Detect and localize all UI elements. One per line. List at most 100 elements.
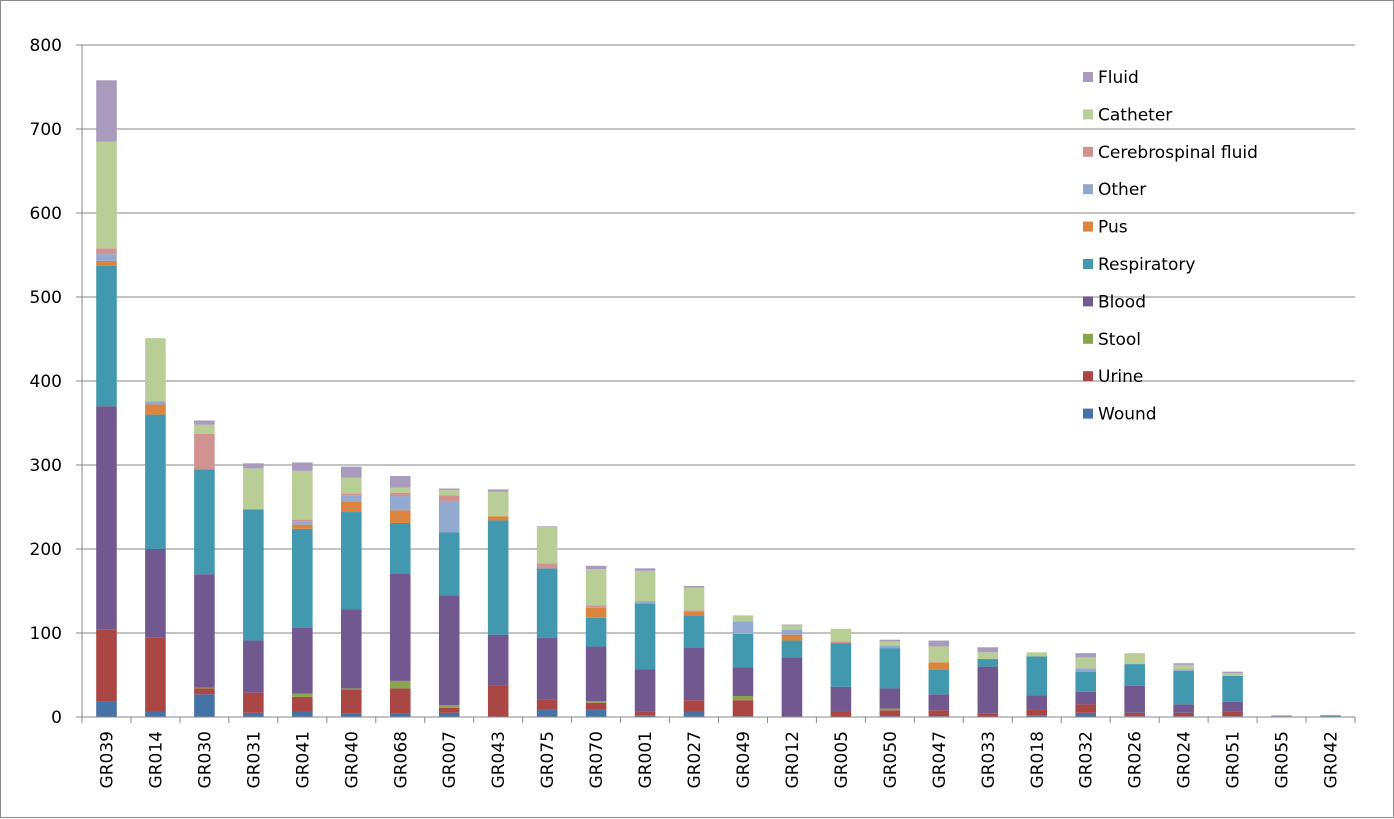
bar-segment [243, 463, 264, 469]
bar-segment [683, 610, 705, 612]
legend-label: Catheter [1098, 105, 1172, 125]
bar-segment [438, 707, 460, 713]
bar-segment [1026, 709, 1048, 716]
x-tick-label: GR043 [489, 731, 509, 788]
bar-segment [1075, 657, 1096, 669]
bar-segment [1173, 670, 1194, 705]
bar-segment [145, 637, 166, 712]
legend: Fluid Catheter Cerebrospinal fluid Other Pus… [1083, 68, 1258, 425]
bar-segment [585, 565, 607, 570]
bar-segment [634, 603, 656, 670]
bar-segment [292, 519, 313, 522]
bar-segment [634, 711, 656, 716]
bar-segment [977, 659, 999, 667]
bar-segment [292, 711, 313, 717]
bar-segment [585, 701, 607, 703]
x-tick-label: GR026 [1126, 731, 1146, 788]
x-tick-label: GR075 [538, 731, 558, 788]
bar-segment [683, 711, 705, 717]
bar-segment [683, 612, 705, 616]
bar-segment [585, 569, 607, 606]
bar-segment [487, 520, 509, 635]
bar-segment [585, 617, 607, 647]
legend-swatch [1083, 146, 1093, 157]
legend-label: Blood [1098, 292, 1146, 312]
bar-segment [928, 710, 950, 717]
bar-segment [1124, 685, 1145, 713]
bar-segment [536, 709, 558, 717]
bar-segment [389, 487, 411, 493]
bar-segment [487, 685, 509, 717]
bar-segment [1075, 704, 1096, 713]
gridlines [82, 44, 1355, 634]
bar-segment [732, 633, 754, 668]
x-tick-label: GR040 [342, 731, 362, 788]
bar-segment [96, 406, 117, 630]
bar-segment [194, 433, 215, 470]
bar-segment [292, 521, 313, 525]
bar-segment [634, 570, 656, 602]
bar-segment [145, 711, 166, 717]
bar-segment [585, 605, 607, 608]
bar-segment [585, 702, 607, 710]
bar-segment [585, 709, 607, 717]
bar-segment [1026, 652, 1048, 657]
bar-segment [634, 669, 656, 712]
legend-swatch [1083, 259, 1093, 269]
legend-label: Other [1098, 180, 1146, 200]
axes [76, 44, 1356, 723]
bar-segment [634, 601, 656, 604]
bar-segment [536, 527, 558, 564]
bar-segment [1026, 715, 1048, 717]
bar-segment [341, 689, 362, 714]
bar-segment [438, 488, 460, 491]
bar-segment [292, 528, 313, 628]
bar-segment [487, 516, 509, 521]
bar-segment [585, 646, 607, 702]
y-tick-label: 300 [30, 456, 62, 476]
bar-segment [683, 587, 705, 611]
bar-segment [194, 688, 215, 695]
legend-label: Stool [1098, 330, 1141, 350]
legend-swatch [1083, 296, 1093, 307]
bar-segment [1222, 711, 1243, 717]
x-tick-label: GR055 [1273, 731, 1293, 788]
bar-segment [1124, 653, 1145, 665]
bar-segment [341, 609, 362, 689]
bar-segment [341, 713, 362, 717]
y-tick-label: 600 [30, 204, 62, 224]
bar-segment [830, 711, 852, 717]
bar-segment [341, 501, 362, 513]
bar-segment [879, 641, 901, 646]
bar-segment [389, 713, 411, 717]
x-tick-label: GR041 [293, 731, 313, 788]
legend-label: Cerebrospinal fluid [1098, 143, 1258, 163]
bar-segment [1124, 712, 1145, 717]
bar-segment [683, 615, 705, 648]
bar-segment [830, 641, 852, 644]
legend-swatch [1083, 371, 1093, 382]
bars [96, 80, 1341, 717]
bar-segment [732, 621, 754, 634]
y-tick-label: 200 [30, 540, 62, 560]
bar-segment [536, 563, 558, 569]
x-tick-label: GR033 [979, 731, 999, 788]
bar-segment [879, 708, 901, 711]
x-tick-label: GR012 [783, 731, 803, 788]
bar-segment [438, 532, 460, 596]
bar-segment [243, 692, 264, 713]
bar-segment [732, 696, 754, 701]
bar-segment [438, 495, 460, 502]
bar-segment [145, 404, 166, 415]
bar-segment [389, 688, 411, 714]
bar-segment [1173, 664, 1194, 670]
bar-segment [292, 470, 313, 520]
bar-segment [96, 248, 117, 255]
y-tick-label: 800 [30, 36, 62, 56]
bar-segment [487, 491, 509, 517]
bar-segment [1222, 675, 1243, 702]
bar-segment [977, 647, 999, 653]
bar-segment [1173, 669, 1194, 671]
bar-segment [194, 574, 215, 688]
bar-segment [243, 509, 264, 641]
